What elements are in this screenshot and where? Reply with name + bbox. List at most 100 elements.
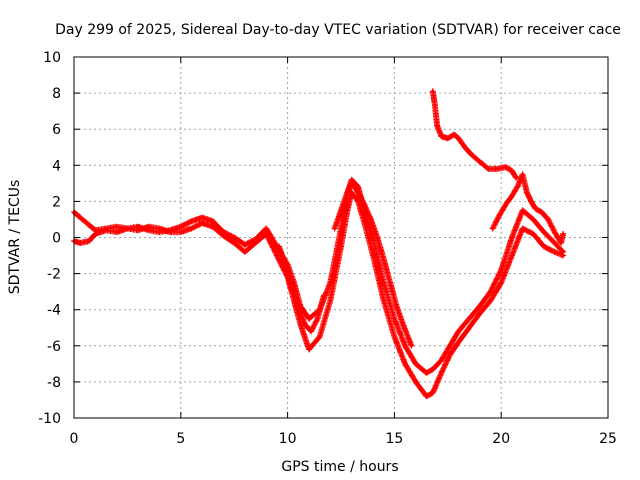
y-tick-label: 10 — [43, 50, 61, 66]
series-track-f — [489, 171, 567, 246]
data-point — [531, 217, 535, 221]
data-point — [499, 268, 503, 272]
series-track-d — [331, 180, 415, 349]
data-point — [561, 250, 565, 254]
data-point — [403, 362, 407, 366]
data-point — [553, 230, 557, 234]
data-point — [179, 225, 183, 229]
data-point — [521, 172, 525, 176]
data-point — [486, 167, 490, 171]
data-point — [529, 199, 533, 203]
x-tick-label: 5 — [176, 431, 185, 447]
y-tick-label: -2 — [47, 267, 61, 283]
data-point — [403, 344, 407, 348]
data-point — [78, 216, 82, 220]
data-point — [290, 286, 294, 290]
data-point — [275, 254, 279, 258]
y-tick-label: -8 — [47, 375, 61, 391]
data-point — [78, 241, 82, 245]
x-tick-label: 10 — [279, 431, 297, 447]
data-point — [168, 230, 172, 234]
data-point — [277, 245, 281, 249]
data-point — [87, 239, 91, 243]
data-point — [232, 241, 236, 245]
data-point — [382, 257, 386, 261]
data-point — [356, 190, 360, 194]
data-point — [516, 183, 520, 187]
data-point — [328, 299, 332, 303]
data-point — [369, 217, 373, 221]
data-point — [448, 344, 452, 348]
data-point — [189, 226, 193, 230]
data-point — [559, 241, 563, 245]
data-point — [115, 230, 119, 234]
data-point — [309, 329, 313, 333]
data-point — [456, 340, 460, 344]
data-point — [264, 226, 268, 230]
data-point — [561, 232, 565, 236]
y-tick-label: -10 — [38, 411, 61, 427]
data-point — [382, 299, 386, 303]
x-tick-label: 25 — [599, 431, 617, 447]
data-point — [371, 254, 375, 258]
y-tick-label: -6 — [47, 339, 61, 355]
data-point — [510, 254, 514, 258]
data-point — [540, 210, 544, 214]
data-point — [362, 221, 366, 225]
data-point — [243, 243, 247, 247]
data-point — [497, 214, 501, 218]
data-point — [456, 136, 460, 140]
data-point — [531, 232, 535, 236]
y-tick-label: 2 — [52, 194, 61, 210]
data-point — [521, 208, 525, 212]
data-point — [388, 281, 392, 285]
data-point — [392, 317, 396, 321]
data-point — [456, 329, 460, 333]
data-point — [435, 124, 439, 128]
x-axis-label: GPS time / hours — [281, 459, 398, 475]
data-point — [362, 203, 366, 207]
data-point — [115, 225, 119, 229]
data-point — [254, 241, 258, 245]
data-point — [503, 203, 507, 207]
data-point — [243, 250, 247, 254]
data-point — [322, 293, 326, 297]
data-point — [489, 290, 493, 294]
data-point — [104, 228, 108, 232]
data-point — [521, 226, 525, 230]
data-point — [525, 190, 529, 194]
data-point — [339, 208, 343, 212]
chart-title: Day 299 of 2025, Sidereal Day-to-day VTE… — [55, 22, 621, 38]
data-point — [503, 165, 507, 169]
data-point — [561, 254, 565, 258]
data-point — [467, 326, 471, 330]
data-point — [510, 236, 514, 239]
data-point — [147, 225, 151, 229]
data-point — [339, 245, 343, 249]
y-tick-label: 8 — [52, 86, 61, 102]
data-point — [448, 353, 452, 357]
series-track-e — [429, 88, 520, 181]
data-point — [514, 176, 518, 180]
data-point — [232, 236, 236, 239]
data-point — [316, 317, 320, 321]
data-point — [200, 221, 204, 225]
data-point — [409, 344, 413, 348]
data-point — [283, 263, 287, 267]
data-point — [424, 371, 428, 375]
data-point — [382, 281, 386, 285]
data-point — [350, 181, 354, 185]
data-point — [318, 335, 322, 339]
data-point — [375, 236, 379, 239]
data-point — [414, 362, 418, 366]
data-point — [93, 232, 97, 236]
data-point — [356, 199, 360, 203]
data-point — [222, 234, 226, 238]
data-point — [200, 216, 204, 220]
y-tick-label: 4 — [52, 158, 61, 174]
data-point — [510, 169, 514, 173]
data-point — [345, 190, 349, 194]
data-point — [424, 394, 428, 398]
data-point — [439, 358, 443, 362]
